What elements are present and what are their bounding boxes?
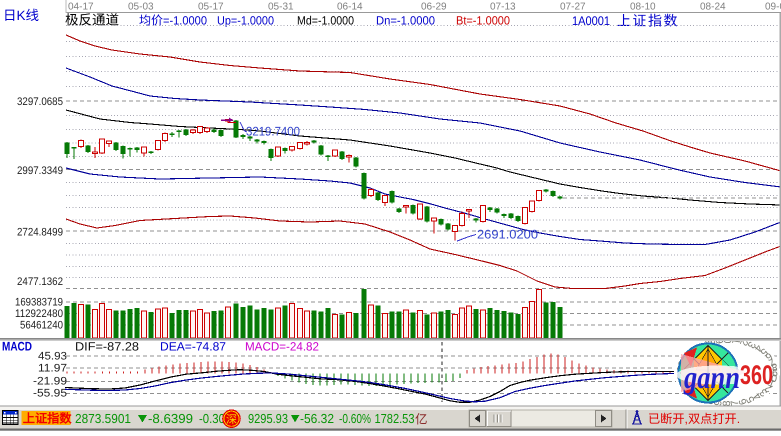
svg-text:7: 7	[767, 355, 777, 368]
svg-text:07-27: 07-27	[560, 2, 586, 13]
svg-text:-56.32: -56.32	[300, 411, 334, 426]
svg-text:5: 5	[744, 394, 757, 405]
svg-text:深: 深	[226, 413, 237, 426]
svg-text:04-17: 04-17	[68, 2, 94, 13]
svg-text:05-17: 05-17	[198, 2, 224, 13]
svg-text:169383719: 169383719	[15, 297, 63, 309]
svg-text:已断开,双点打开.: 已断开,双点打开.	[648, 412, 740, 426]
svg-text:1A0001: 1A0001	[572, 14, 610, 28]
svg-text:05-03: 05-03	[128, 2, 154, 13]
svg-text:1782.53: 1782.53	[375, 411, 415, 426]
svg-text:8: 8	[770, 360, 778, 373]
svg-text:Up=-1.0000: Up=-1.0000	[217, 14, 274, 28]
svg-text:6: 6	[737, 397, 750, 407]
svg-text:Md=-1.0000: Md=-1.0000	[297, 14, 354, 28]
svg-text:3219.7400: 3219.7400	[246, 125, 300, 139]
svg-text:2691.0200: 2691.0200	[477, 228, 538, 242]
svg-text:Dn=-1.0000: Dn=-1.0000	[376, 14, 435, 28]
svg-text:0: 0	[770, 371, 778, 384]
svg-text:3: 3	[744, 339, 757, 350]
svg-text:-55.95: -55.95	[33, 388, 67, 400]
svg-text:9: 9	[772, 366, 778, 378]
svg-text:7: 7	[729, 399, 742, 407]
svg-text:DIF=-87.28: DIF=-87.28	[75, 340, 139, 354]
svg-text:2: 2	[737, 338, 750, 348]
svg-text:06-29: 06-29	[421, 2, 447, 13]
svg-text:-21.99: -21.99	[33, 376, 67, 388]
svg-text:极反通道: 极反通道	[65, 13, 119, 28]
svg-text:9: 9	[712, 337, 725, 345]
svg-text:日K线: 日K线	[3, 8, 39, 23]
svg-text:-0.60%: -0.60%	[339, 411, 371, 426]
svg-text:05-31: 05-31	[268, 2, 294, 13]
svg-text:3297.0685: 3297.0685	[17, 96, 63, 108]
svg-text:9295.93: 9295.93	[248, 411, 288, 426]
svg-text:08-24: 08-24	[700, 2, 726, 13]
svg-text:06-14: 06-14	[337, 2, 363, 13]
svg-text:上证指数: 上证指数	[23, 412, 73, 426]
svg-text:1: 1	[729, 337, 742, 345]
svg-text:9: 9	[712, 399, 725, 407]
svg-text:亿: 亿	[415, 413, 428, 427]
svg-text:gann: gann	[683, 359, 740, 395]
svg-text:1: 1	[767, 376, 777, 389]
svg-text:56461240: 56461240	[20, 320, 63, 332]
svg-text:-8.6399: -8.6399	[148, 411, 193, 426]
svg-text:08-10: 08-10	[630, 2, 656, 13]
svg-text:6: 6	[763, 350, 774, 363]
svg-text:8: 8	[721, 400, 733, 406]
svg-text:112922480: 112922480	[15, 308, 63, 320]
svg-text:45.93: 45.93	[38, 351, 67, 363]
svg-text:2724.8499: 2724.8499	[17, 227, 63, 239]
svg-text:11.97: 11.97	[38, 363, 67, 375]
svg-text:MACD=-24.82: MACD=-24.82	[245, 340, 319, 354]
svg-text:上证指数: 上证指数	[617, 13, 679, 29]
svg-text:DEA=-74.87: DEA=-74.87	[160, 340, 226, 354]
svg-text:MACD: MACD	[2, 340, 32, 354]
svg-text:2: 2	[763, 381, 774, 394]
svg-text:2997.3349: 2997.3349	[17, 165, 63, 177]
svg-text:Bt=-1.0000: Bt=-1.0000	[456, 14, 510, 28]
svg-text:07-13: 07-13	[490, 2, 516, 13]
svg-text:2477.1362: 2477.1362	[17, 276, 63, 288]
svg-text:8: 8	[704, 338, 717, 348]
svg-text:=-1.0000: =-1.0000	[163, 14, 207, 28]
svg-text:09-07: 09-07	[765, 2, 781, 13]
svg-text:2873.5901: 2873.5901	[75, 411, 131, 426]
svg-text:360: 360	[740, 360, 773, 390]
svg-text:均价: 均价	[139, 14, 163, 28]
